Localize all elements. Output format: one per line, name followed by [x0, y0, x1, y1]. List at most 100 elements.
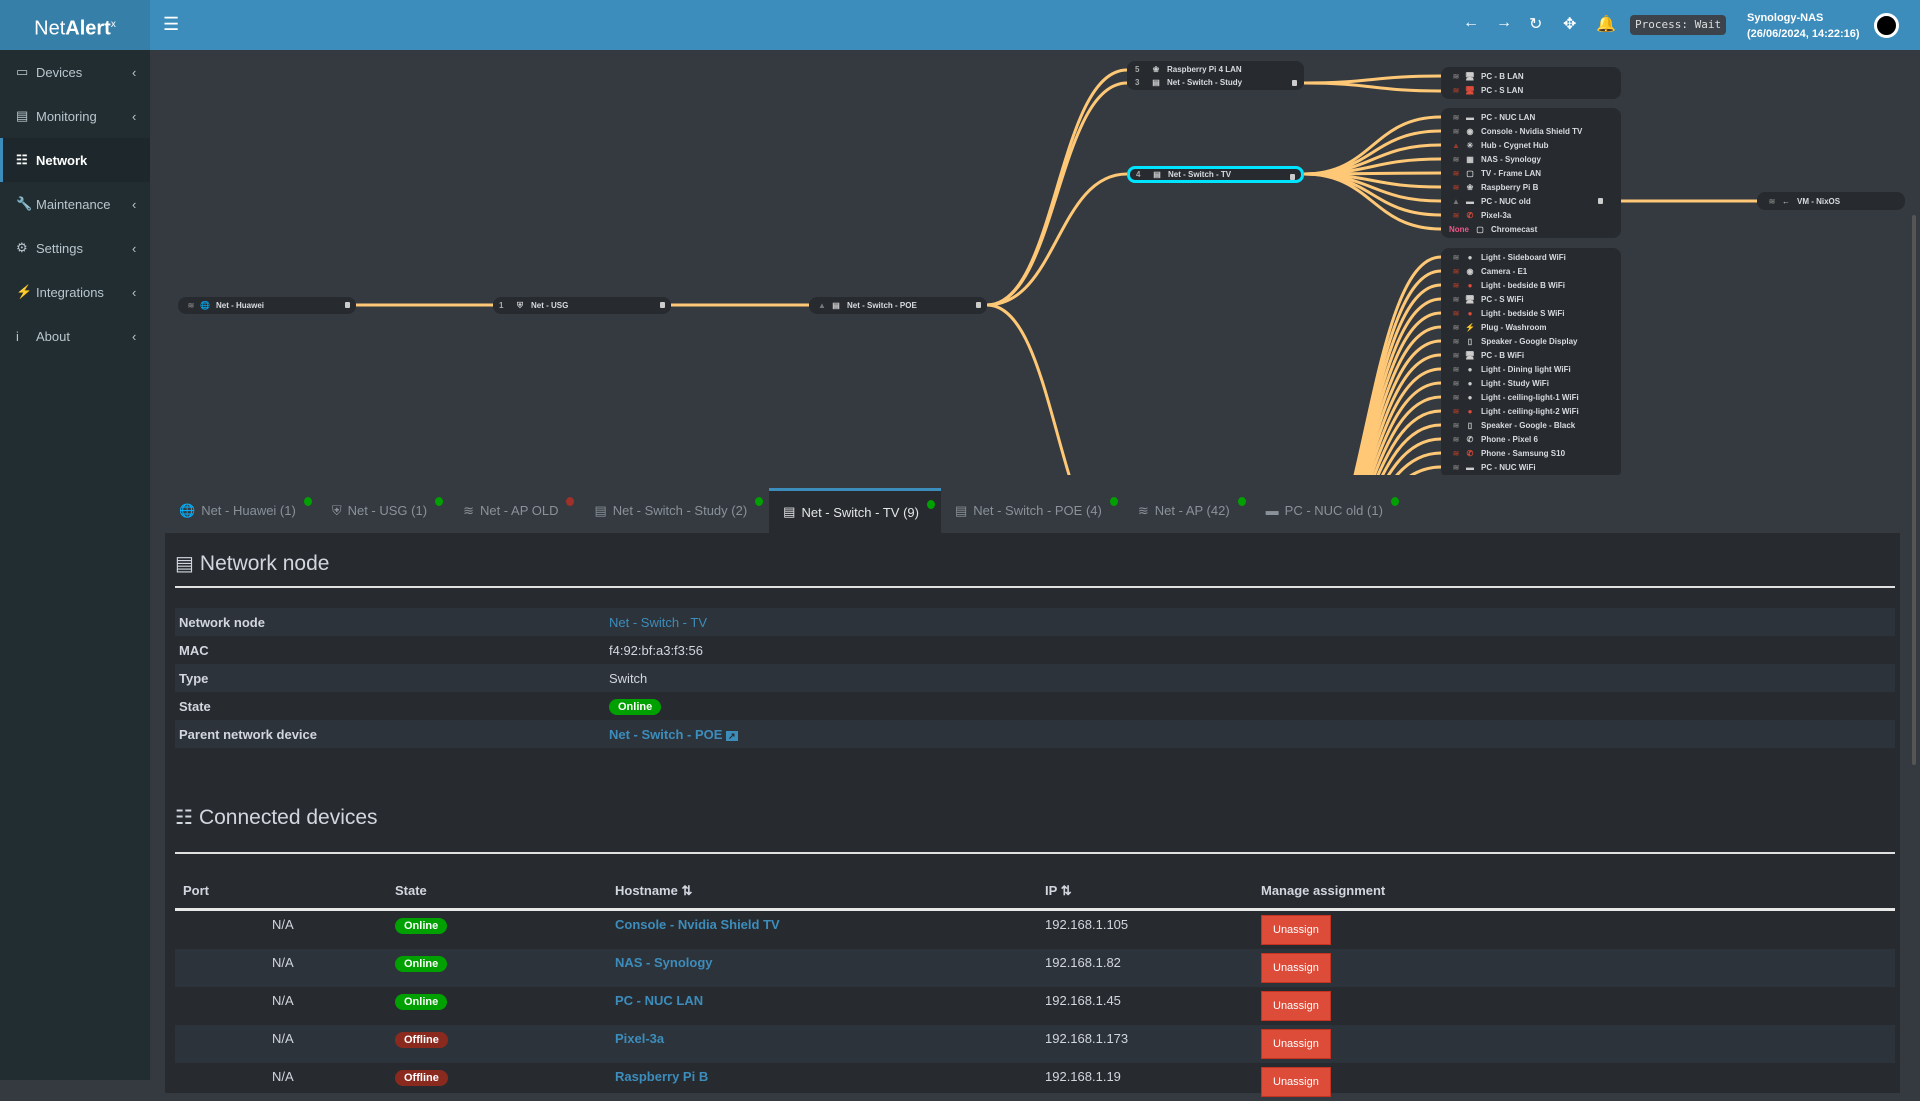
tab-node[interactable]: 🌐 Net - Huawei (1): [165, 488, 318, 533]
menu-toggle-icon[interactable]: ☰: [163, 14, 180, 34]
tree-leaf[interactable]: ▲ ▬ PC - NUC old: [1449, 194, 1531, 208]
tree-leaf[interactable]: ≋ ● Light - ceiling-light-2 WiFi: [1449, 404, 1579, 418]
sidebar-item-network[interactable]: ☷ Network: [0, 138, 150, 182]
node-name: Chromecast: [1491, 224, 1538, 234]
user-avatar[interactable]: [1874, 13, 1899, 38]
unassign-button[interactable]: Unassign: [1261, 1029, 1331, 1059]
tree-leaf[interactable]: ≋ ● Light - Dining light WiFi: [1449, 362, 1571, 376]
tab-node[interactable]: ≋ Net - AP OLD: [449, 488, 580, 533]
collapse-handle[interactable]: [345, 302, 350, 308]
tree-leaf[interactable]: ≋ ◉ Console - Nvidia Shield TV: [1449, 124, 1583, 138]
detail-value: f4:92:bf:a3:f3:56: [609, 642, 703, 658]
col-ip[interactable]: IP ⇅: [1045, 883, 1261, 899]
tree-leaf[interactable]: ≋ ● Light - ceiling-light-1 WiFi: [1449, 390, 1579, 404]
tree-leaf[interactable]: ≋ ▯ Speaker - Google Display: [1449, 334, 1578, 348]
hostname-link[interactable]: NAS - Synology: [615, 955, 713, 970]
tree-leaf[interactable]: ≋ ● Light - bedside B WiFi: [1449, 278, 1565, 292]
wifi-icon: ≋: [1768, 196, 1776, 206]
tab-node[interactable]: ≋ Net - AP (42): [1124, 488, 1252, 533]
port-cell: N/A: [272, 955, 294, 970]
tree-leaf[interactable]: ≋ 🖥 PC - S LAN: [1449, 83, 1524, 97]
tree-leaf[interactable]: ≋ 🖥 PC - S WiFi: [1449, 292, 1524, 306]
refresh-icon[interactable]: ↻: [1529, 16, 1543, 33]
sidebar-item-settings[interactable]: ⚙ Settings ‹: [0, 226, 150, 270]
tree-leaf[interactable]: ≋ ⚡ Plug - Washroom: [1449, 320, 1547, 334]
tree-node[interactable]: 1 ⛨ Net - USG: [493, 297, 671, 314]
tree-leaf[interactable]: ≋ 🖥 PC - B WiFi: [1449, 348, 1524, 362]
tree-node[interactable]: ▲ ▤ Net - Switch - POE: [809, 297, 987, 314]
tree-leaf[interactable]: ≋ ❀ Raspberry Pi B: [1449, 180, 1539, 194]
tree-leaf[interactable]: ≋ ▯ Speaker - Google - Black: [1449, 418, 1576, 432]
ip-cell: 192.168.1.105: [1045, 917, 1129, 932]
app-logo[interactable]: NetAlertx: [0, 0, 150, 50]
wifi-icon: ≋: [1452, 434, 1460, 444]
arrow-left-icon[interactable]: ←: [1463, 14, 1479, 31]
collapse-handle[interactable]: [976, 302, 981, 308]
scrollbar[interactable]: [1912, 215, 1916, 765]
tree-leaf[interactable]: ≋ ▦ NAS - Synology: [1449, 152, 1541, 166]
tree-leaf[interactable]: 3 ▤ Net - Switch - Study: [1135, 76, 1242, 89]
tree-node-group: ≋ ← VM - NixOS: [1757, 192, 1905, 210]
hostname-link[interactable]: PC - NUC LAN: [615, 993, 704, 1008]
tab-node[interactable]: ▤ Net - Switch - Study (2): [580, 488, 769, 533]
tree-leaf[interactable]: ≋ ● Light - bedside S WiFi: [1449, 306, 1565, 320]
tree-leaf[interactable]: ≋ ● Light - Study WiFi: [1449, 376, 1549, 390]
tree-leaf[interactable]: ▲ ✳ Hub - Cygnet Hub: [1449, 138, 1549, 152]
bell-icon[interactable]: 🔔: [1596, 16, 1616, 33]
tab-node[interactable]: ▤ Net - Switch - POE (4): [941, 488, 1124, 533]
table-row: N/A Offline Pixel-3a 192.168.1.173 Unass…: [175, 1025, 1895, 1063]
detail-label: State: [179, 698, 211, 714]
tree-node[interactable]: 4 ▤ Net - Switch - TV: [1127, 166, 1304, 183]
collapse-handle[interactable]: [1290, 174, 1295, 180]
ip-cell: 192.168.1.45: [1045, 993, 1121, 1008]
sidebar-item-label: Integrations: [36, 284, 104, 300]
tab-node[interactable]: ▤ Net - Switch - TV (9): [769, 488, 941, 533]
sidebar-item-monitoring[interactable]: ▤ Monitoring ‹: [0, 94, 150, 138]
tree-leaf[interactable]: ≋ 🖥 PC - B LAN: [1449, 69, 1524, 83]
tree-link: [1367, 367, 1442, 475]
unassign-button[interactable]: Unassign: [1261, 1067, 1331, 1097]
col-hostname[interactable]: Hostname ⇅: [615, 883, 1045, 899]
top-bar: NetAlertx ☰ ← → ↻ ✥ 🔔 Process: Wait Syno…: [0, 0, 1920, 50]
tree-leaf[interactable]: ≋ ▬ PC - NUC WiFi: [1449, 460, 1536, 474]
tree-leaf[interactable]: ≋ ← VM - NixOS: [1765, 194, 1840, 208]
unassign-button[interactable]: Unassign: [1261, 915, 1331, 945]
tree-node[interactable]: ≋ 🌐 Net - Huawei: [178, 297, 356, 314]
tab-node[interactable]: ⛨ Net - USG (1): [318, 488, 449, 533]
sidebar-item-about[interactable]: i About ‹: [0, 314, 150, 358]
node-panel: ▤ Network node Network node Net - Switch -…: [165, 533, 1900, 1097]
collapse-handle[interactable]: [660, 302, 665, 308]
move-icon[interactable]: ✥: [1563, 16, 1577, 33]
tree-leaf[interactable]: ≋ ◉ Camera - E1: [1449, 264, 1528, 278]
hostname-link[interactable]: Console - Nvidia Shield TV: [615, 917, 780, 932]
arrow-right-icon[interactable]: →: [1496, 14, 1512, 31]
tree-leaf[interactable]: ≋ ▬ PC - NUC LAN: [1449, 110, 1536, 124]
tree-leaf[interactable]: ≋ ✆ Pixel-3a: [1449, 208, 1512, 222]
tree-leaf[interactable]: ≋ ▢ TV - Frame LAN: [1449, 166, 1541, 180]
tree-leaf[interactable]: None ▢ Chromecast: [1449, 222, 1537, 236]
tree-leaf[interactable]: 5 ❀ Raspberry Pi 4 LAN: [1135, 63, 1242, 76]
tree-leaf[interactable]: ≋ ✆ Phone - Samsung S10: [1449, 446, 1565, 460]
tree-leaf[interactable]: ≋ ● Light - Sideboard WiFi: [1449, 250, 1566, 264]
collapse-handle[interactable]: [1292, 80, 1297, 86]
unassign-button[interactable]: Unassign: [1261, 991, 1331, 1021]
col-state[interactable]: State: [395, 883, 427, 898]
col-port[interactable]: Port: [183, 883, 209, 898]
node-link[interactable]: Net - Switch - TV: [609, 614, 708, 630]
nuc-icon: ▬: [1265, 503, 1279, 518]
collapse-handle[interactable]: [1598, 198, 1603, 204]
status-badge: Online: [395, 918, 448, 934]
sidebar-item-integrations[interactable]: ⚡ Integrations ‹: [0, 270, 150, 314]
tree-leaf[interactable]: ≋ ✆ Phone - Pixel 6: [1449, 432, 1538, 446]
hostname-link[interactable]: Raspberry Pi B: [615, 1069, 709, 1084]
node-name: Light - Dining light WiFi: [1481, 364, 1571, 374]
tab-label: Net - AP OLD: [479, 503, 559, 518]
sidebar-item-devices[interactable]: ▭ Devices ‹: [0, 50, 150, 94]
parent-node-link[interactable]: Net - Switch - POE ↗: [609, 727, 738, 742]
hostname-link[interactable]: Pixel-3a: [615, 1031, 665, 1046]
node-name: Light - ceiling-light-2 WiFi: [1481, 406, 1579, 416]
unassign-button[interactable]: Unassign: [1261, 953, 1331, 983]
sidebar-item-maintenance[interactable]: 🔧 Maintenance ‹: [0, 182, 150, 226]
tab-node[interactable]: ▬ PC - NUC old (1): [1252, 488, 1405, 533]
desktop-icon: 🖥: [1464, 350, 1476, 360]
